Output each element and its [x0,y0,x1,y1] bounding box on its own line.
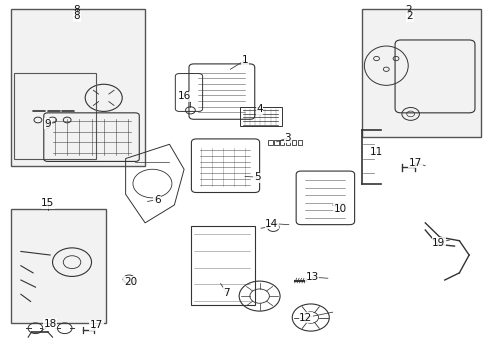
Bar [11,9,145,166]
Bar [297,140,302,145]
Text: 16: 16 [177,91,191,101]
Text: 3: 3 [285,133,291,143]
Text: 9: 9 [45,121,51,131]
Bar [280,140,285,145]
Text: 18: 18 [44,319,57,329]
Text: 13: 13 [306,272,319,282]
Text: 9: 9 [45,118,51,129]
Bar [240,107,282,126]
Text: 20: 20 [124,277,137,287]
Text: 14: 14 [265,219,278,229]
Bar [192,226,255,305]
Text: 12: 12 [299,312,313,323]
Text: 15: 15 [41,198,54,208]
Text: 10: 10 [334,203,346,213]
Text: 2: 2 [405,5,412,15]
Text: 8: 8 [74,12,80,21]
Text: 19: 19 [432,238,445,248]
Text: 8: 8 [74,5,80,15]
Bar [14,73,97,158]
Bar [292,140,296,145]
Text: 1: 1 [242,55,248,65]
Text: 7: 7 [223,288,230,297]
Text: 5: 5 [254,172,261,182]
Bar [269,140,273,145]
Text: 11: 11 [370,147,383,157]
Bar [11,208,106,323]
Text: 17: 17 [409,158,422,168]
Bar [274,140,279,145]
Bar [286,140,290,145]
Text: 4: 4 [256,104,263,114]
Text: 2: 2 [406,12,413,21]
Text: 17: 17 [90,320,103,330]
Text: 6: 6 [154,195,161,204]
Bar [362,9,481,137]
Text: 15: 15 [41,198,54,208]
